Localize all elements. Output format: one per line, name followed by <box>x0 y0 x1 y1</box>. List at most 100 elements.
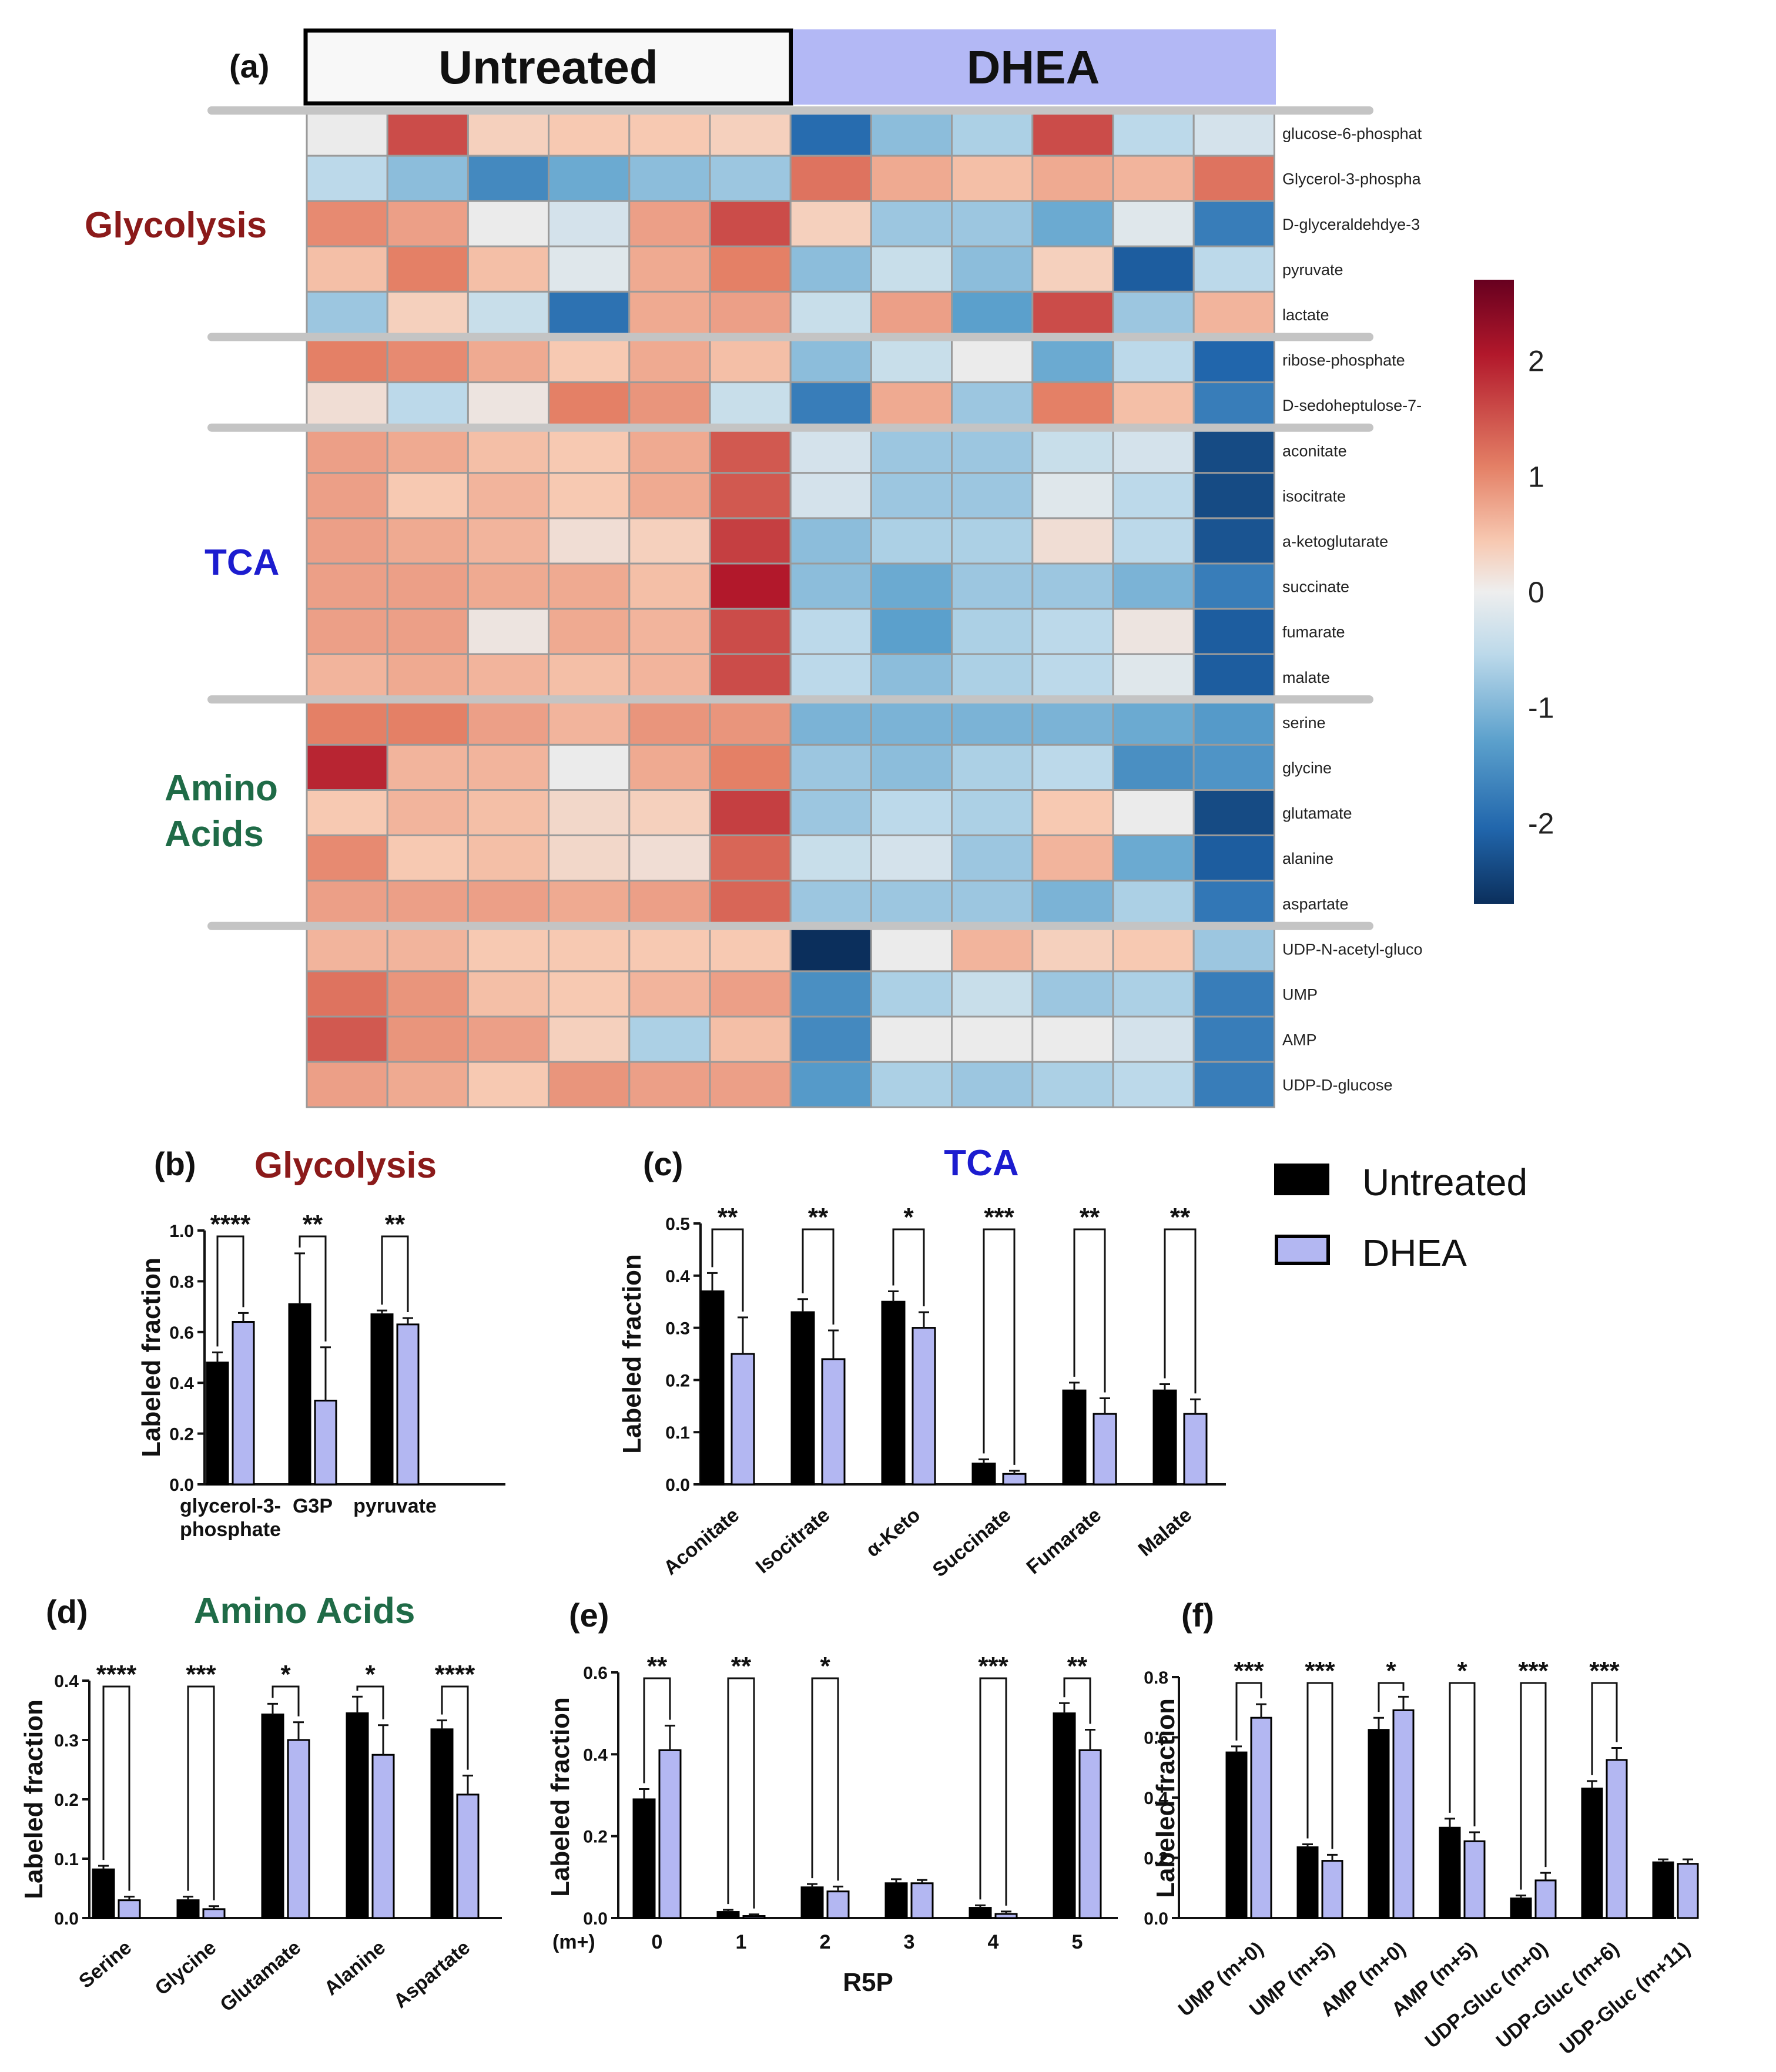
significance-label: ** <box>718 1203 738 1232</box>
heatmap-cell <box>709 743 792 792</box>
y-tick-label: 0.1 <box>665 1423 690 1443</box>
heatmap-cell <box>1112 834 1195 882</box>
heatmap-cell <box>709 925 792 973</box>
heatmap-cell <box>548 743 631 792</box>
heatmap-cell <box>709 970 792 1018</box>
x-category-label: α-Keto <box>862 1504 924 1561</box>
heatmap-cell <box>789 427 872 474</box>
heatmap-cell <box>1031 653 1114 700</box>
heatmap-cell <box>1112 517 1195 565</box>
heatmap-cell <box>1031 1015 1114 1063</box>
y-axis-label: Labeled fraction <box>618 1254 646 1454</box>
colorbar-tick-label: 2 <box>1528 345 1544 378</box>
heatmap-cell <box>628 608 711 655</box>
heatmap-cell <box>789 925 872 973</box>
bar-dhea <box>396 1323 420 1486</box>
bar-untreated <box>430 1728 454 1919</box>
y-tick-label: 0.8 <box>1144 1668 1168 1688</box>
heatmap-cell <box>951 200 1034 247</box>
significance-label: ** <box>1170 1203 1191 1232</box>
significance-label: ** <box>647 1652 668 1681</box>
heatmap-cell <box>386 743 469 792</box>
heatmap-cell <box>628 1015 711 1063</box>
heatmap-row-label: alanine <box>1282 850 1333 867</box>
heatmap-cell <box>1031 109 1114 157</box>
bar-dhea <box>742 1915 766 1919</box>
y-tick-label: 0.2 <box>169 1425 194 1444</box>
y-tick-label: 1.0 <box>169 1222 194 1241</box>
significance-bracket <box>1063 1677 1091 1724</box>
heatmap-cell <box>467 562 550 610</box>
heatmap-cell <box>709 427 792 474</box>
heatmap-cell <box>306 336 388 384</box>
heatmap-cell <box>789 245 872 293</box>
significance-bracket <box>811 1677 839 1881</box>
heatmap-cell <box>870 743 953 792</box>
heatmap-cell <box>467 789 550 837</box>
heatmap-cell <box>306 381 388 429</box>
bar-dhea <box>1392 1709 1415 1919</box>
heatmap-row-label: isocitrate <box>1282 487 1346 505</box>
bar-untreated <box>632 1798 656 1919</box>
heatmap-cell <box>951 653 1034 700</box>
bar-untreated <box>1225 1751 1248 1919</box>
significance-bracket <box>1520 1682 1547 1890</box>
header-dhea-box <box>793 29 1276 105</box>
bar-untreated <box>1581 1788 1603 1919</box>
significance-bracket <box>1449 1682 1476 1826</box>
group-label-amino: Amino <box>165 768 278 809</box>
heatmap-cell <box>628 1061 711 1108</box>
colorbar-tick-label: 0 <box>1528 576 1544 609</box>
bar-untreated <box>716 1911 740 1919</box>
significance-label: * <box>365 1660 376 1689</box>
heatmap-cell <box>1112 789 1195 837</box>
bar-untreated <box>176 1899 200 1919</box>
heatmap-cell <box>1112 743 1195 792</box>
legend-swatch-untreated <box>1274 1164 1329 1195</box>
heatmap-cell <box>1112 155 1195 202</box>
heatmap-cell <box>1031 880 1114 927</box>
chart-title: Amino Acids <box>194 1591 415 1631</box>
heatmap-cell <box>789 743 872 792</box>
heatmap-cell <box>1031 608 1114 655</box>
colorbar-tick-label: -1 <box>1528 692 1554 725</box>
heatmap-cell <box>628 789 711 837</box>
heatmap-row-label: D-glyceraldehdye-3 <box>1282 216 1420 233</box>
x-category-label: Glutamate <box>216 1936 305 2016</box>
chart-title: TCA <box>944 1143 1018 1183</box>
heatmap-cell <box>789 381 872 429</box>
y-tick-label: 0.3 <box>54 1731 79 1751</box>
y-axis-label: Labeled fraction <box>137 1258 166 1457</box>
x-category-label: Malate <box>1134 1504 1196 1561</box>
y-tick-label: 0.1 <box>54 1850 79 1869</box>
heatmap-cell <box>306 472 388 519</box>
heatmap-cell <box>1192 608 1275 655</box>
heatmap-cell <box>306 155 388 202</box>
significance-bracket <box>299 1235 327 1342</box>
heatmap-cell <box>306 562 388 610</box>
heatmap-cell <box>870 427 953 474</box>
heatmap-cell <box>789 1015 872 1063</box>
heatmap-cell <box>789 200 872 247</box>
heatmap-cell <box>306 834 388 882</box>
heatmap-cell <box>1112 109 1195 157</box>
significance-label: ** <box>1067 1652 1088 1681</box>
heatmap-cell <box>1192 1061 1275 1108</box>
heatmap-cell <box>628 743 711 792</box>
heatmap-cell <box>306 743 388 792</box>
significance-label: *** <box>1589 1657 1620 1685</box>
heatmap-cell <box>467 970 550 1018</box>
heatmap-cell <box>306 200 388 247</box>
heatmap-row-labels: glucose-6-phosphat Glycerol-3-phospha D-gl… <box>1282 125 1423 1094</box>
heatmap-cell <box>1192 336 1275 384</box>
heatmap-cell <box>628 653 711 700</box>
heatmap-cell <box>306 608 388 655</box>
heatmap-cell <box>870 336 953 384</box>
y-tick-label: 0.4 <box>1144 1789 1168 1808</box>
x-category-label: Isocitrate <box>752 1504 834 1578</box>
heatmap-cell <box>1192 925 1275 973</box>
heatmap-cell <box>1192 789 1275 837</box>
heatmap-cell <box>628 834 711 882</box>
